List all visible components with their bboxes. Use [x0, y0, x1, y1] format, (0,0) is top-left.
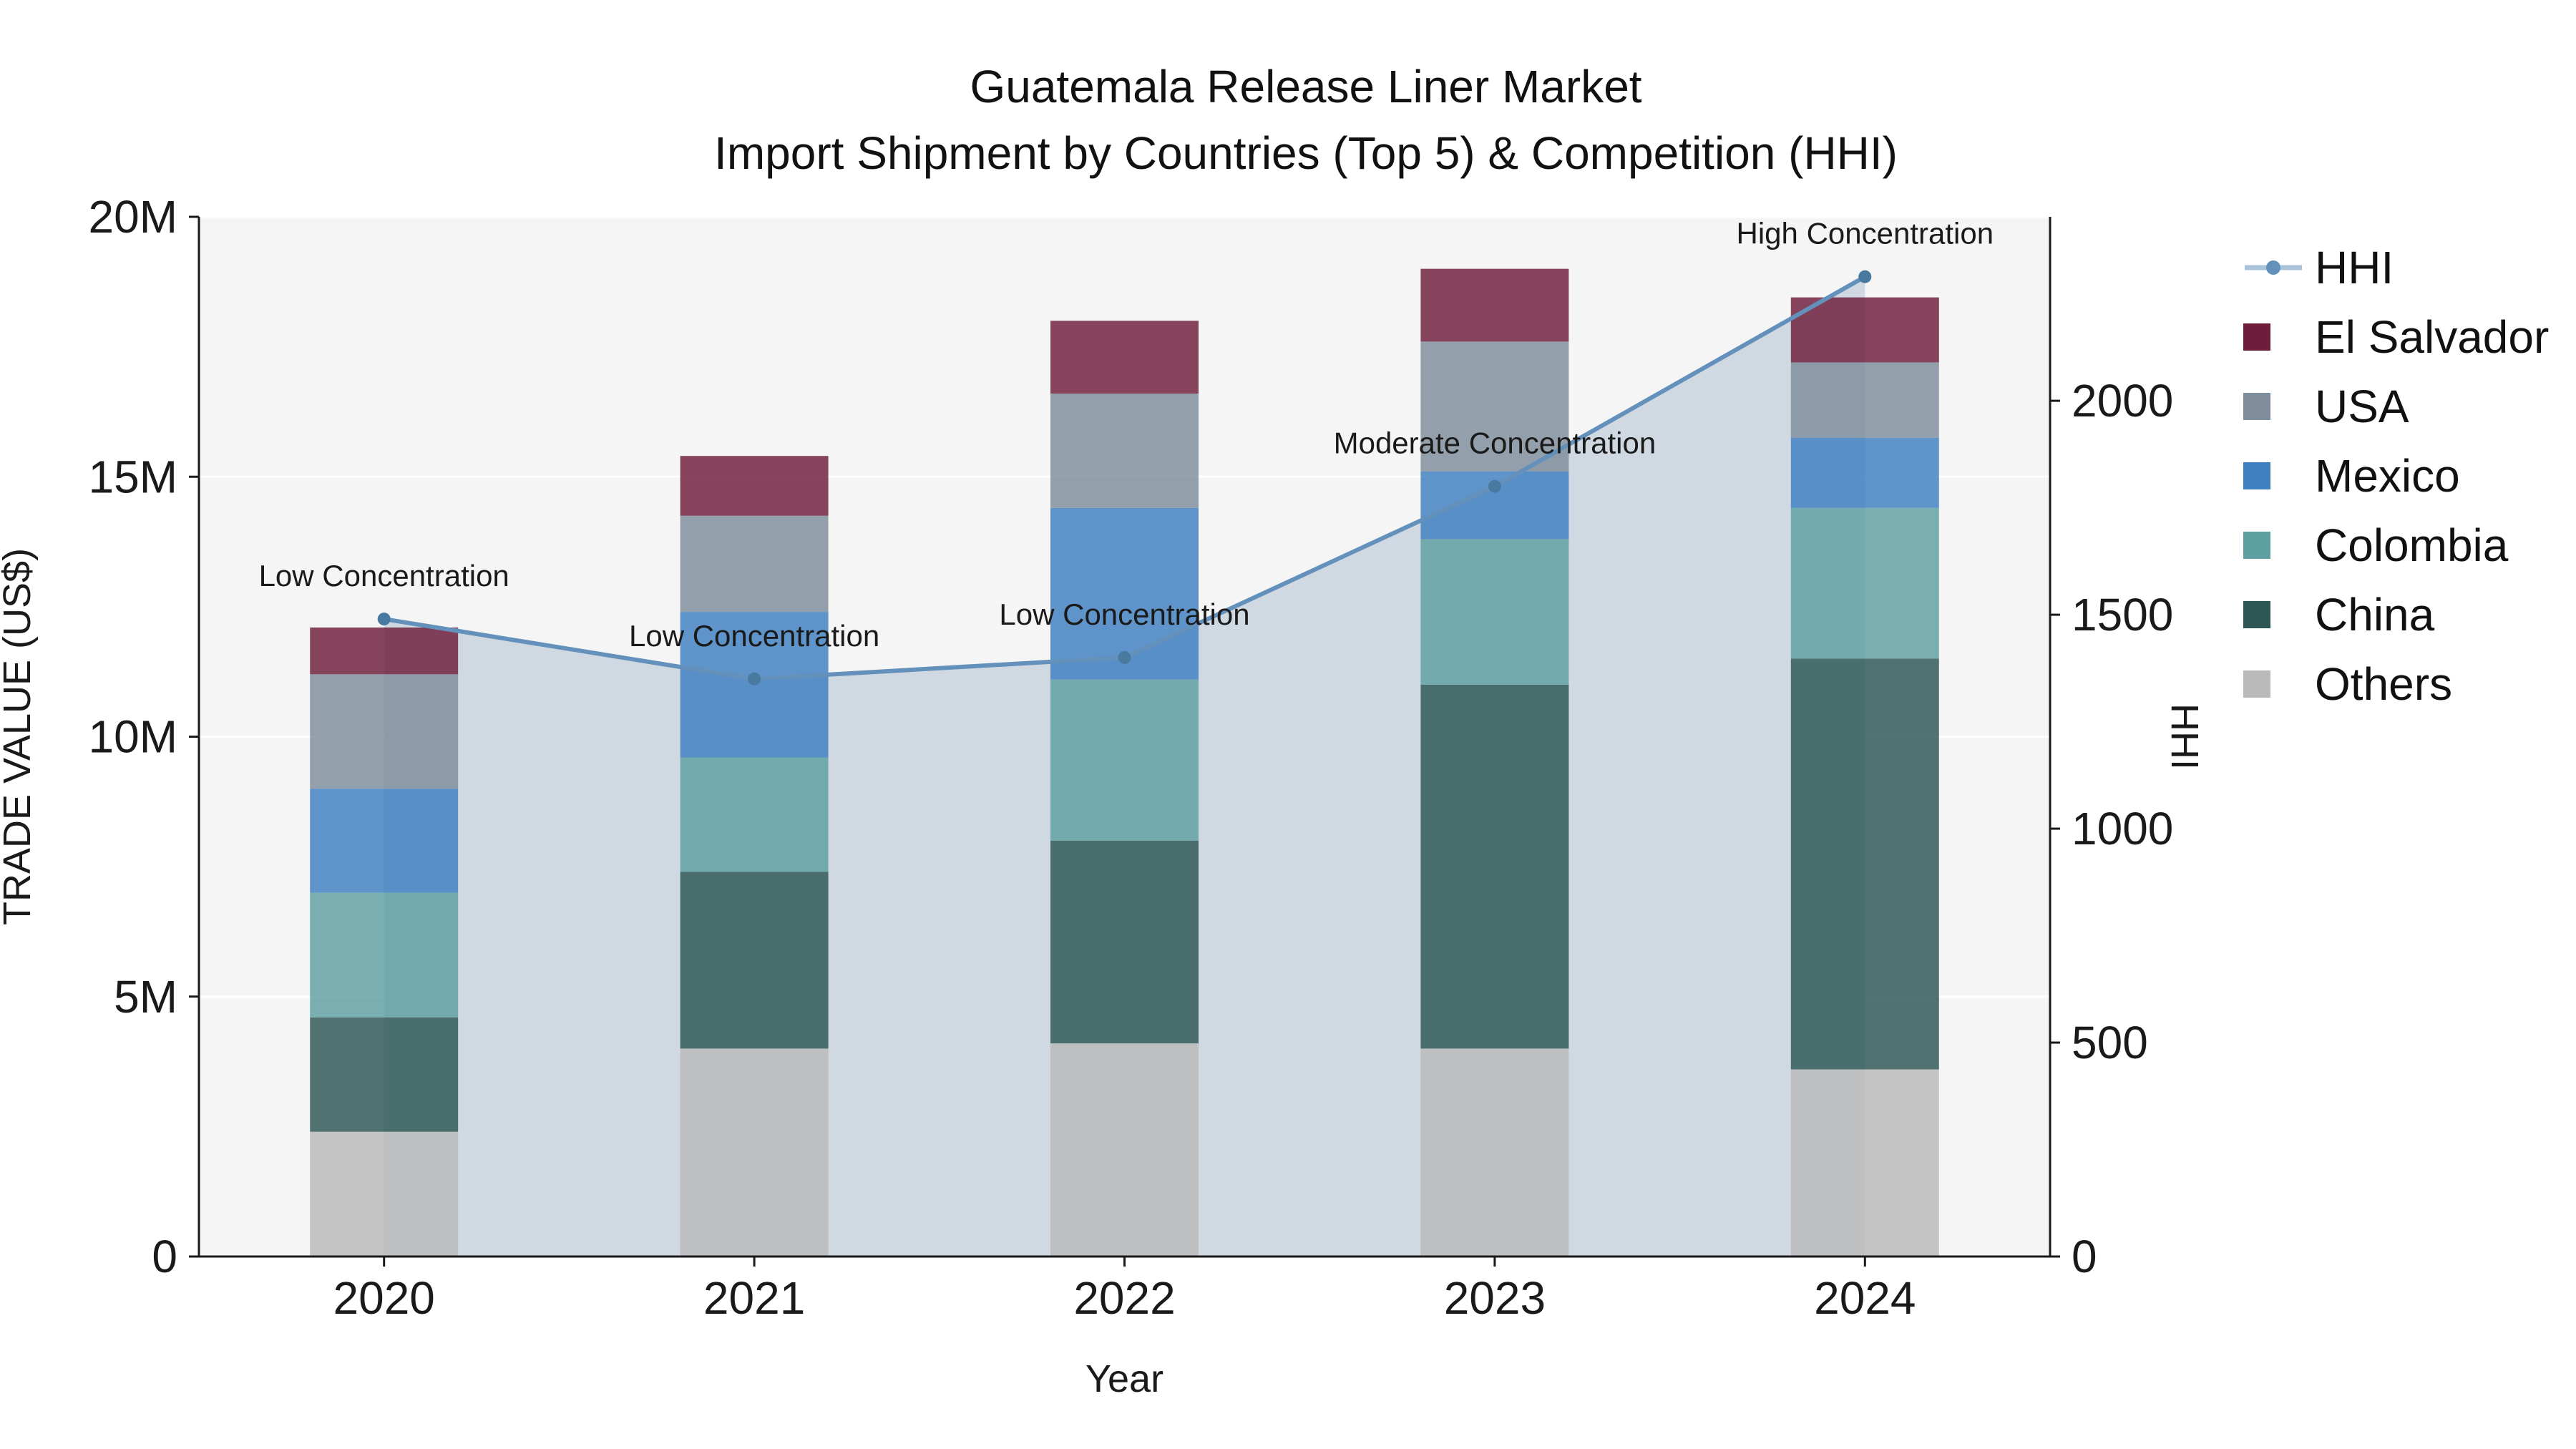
bar-segment-usa-2020 — [310, 674, 459, 789]
bar-segment-colombia-2021 — [680, 757, 829, 872]
bar-segment-colombia-2022 — [1050, 679, 1199, 841]
y-left-tick-label: 20M — [89, 191, 178, 243]
bar-segment-el-salvador-2023 — [1420, 268, 1569, 342]
y-axis-left-title: TRADE VALUE (US$) — [0, 548, 39, 925]
legend-label: Others — [2315, 658, 2453, 710]
legend-color-swatch — [2243, 392, 2270, 420]
legend-square-icon — [2243, 670, 2303, 698]
bar-segment-usa-2022 — [1050, 394, 1199, 508]
hhi-marker-2022 — [1118, 650, 1131, 664]
legend-square-icon — [2243, 392, 2303, 420]
bar-segment-el-salvador-2021 — [680, 456, 829, 516]
legend-label: El Salvador — [2315, 311, 2550, 363]
hhi-marker-2020 — [377, 613, 391, 626]
bar-segment-el-salvador-2024 — [1790, 297, 1939, 363]
legend-item-china[interactable]: China — [2243, 580, 2549, 649]
bar-segment-usa-2024 — [1790, 362, 1939, 438]
bar-segment-china-2023 — [1420, 684, 1569, 1049]
legend-item-colombia[interactable]: Colombia — [2243, 510, 2549, 580]
hhi-marker-2024 — [1858, 270, 1872, 283]
legend-color-swatch — [2243, 531, 2270, 559]
legend-label: Colombia — [2315, 519, 2509, 571]
bar-segment-china-2020 — [310, 1017, 459, 1132]
annotation-2021: Low Concentration — [629, 619, 879, 653]
bar-segment-china-2021 — [680, 872, 829, 1049]
legend-item-usa[interactable]: USA — [2243, 371, 2549, 441]
bar-segment-colombia-2020 — [310, 892, 459, 1018]
annotation-2023: Moderate Concentration — [1334, 426, 1657, 460]
bar-segment-el-salvador-2020 — [310, 627, 459, 675]
y-right-tick-label: 1000 — [2072, 803, 2173, 854]
x-tick-label: 2022 — [1073, 1272, 1175, 1324]
bar-segment-others-2020 — [310, 1131, 459, 1257]
x-axis-title: Year — [1085, 1357, 1163, 1400]
legend-item-mexico[interactable]: Mexico — [2243, 441, 2549, 510]
bar-segment-colombia-2024 — [1790, 507, 1939, 659]
hhi-marker-2023 — [1488, 479, 1501, 493]
bar-segment-china-2024 — [1790, 658, 1939, 1070]
legend-square-icon — [2243, 600, 2303, 628]
y-left-tick-label: 0 — [152, 1231, 177, 1282]
legend-square-icon — [2243, 323, 2303, 351]
x-tick-label: 2020 — [333, 1272, 435, 1324]
bar-segment-china-2022 — [1050, 840, 1199, 1044]
y-left-tick-label: 5M — [114, 971, 177, 1023]
x-tick-label: 2023 — [1444, 1272, 1546, 1324]
x-tick-label: 2024 — [1814, 1272, 1916, 1324]
y-right-tick-label: 1500 — [2072, 589, 2173, 640]
legend-label: Mexico — [2315, 449, 2460, 502]
legend-square-icon — [2243, 531, 2303, 559]
bar-segment-el-salvador-2022 — [1050, 321, 1199, 394]
legend-item-others[interactable]: Others — [2243, 649, 2549, 718]
annotation-2020: Low Concentration — [259, 559, 509, 592]
x-tick-label: 2021 — [703, 1272, 805, 1324]
bar-segment-colombia-2023 — [1420, 539, 1569, 685]
y-right-tick-label: 0 — [2072, 1231, 2097, 1282]
legend-item-el-salvador[interactable]: El Salvador — [2243, 302, 2549, 371]
bar-segment-others-2022 — [1050, 1043, 1199, 1257]
bar-segment-mexico-2022 — [1050, 507, 1199, 680]
chart-title: Guatemala Release Liner Market Import Sh… — [714, 54, 1898, 187]
chart-title-line2: Import Shipment by Countries (Top 5) & C… — [714, 127, 1898, 179]
legend-item-hhi[interactable]: HHI — [2243, 233, 2549, 302]
legend-color-swatch — [2243, 670, 2270, 698]
y-right-tick-label: 500 — [2072, 1017, 2148, 1068]
chart-title-line1: Guatemala Release Liner Market — [970, 61, 1642, 112]
legend-label: China — [2315, 588, 2435, 640]
bar-segment-mexico-2024 — [1790, 437, 1939, 508]
legend-color-swatch — [2243, 462, 2270, 489]
y-right-tick-label: 2000 — [2072, 375, 2173, 426]
bar-segment-mexico-2020 — [310, 789, 459, 893]
annotation-2022: Low Concentration — [999, 597, 1249, 631]
legend: HHI El Salvador USA Mexico Colombia China Othe… — [2243, 233, 2549, 718]
y-axis-right-title: HHI — [2163, 703, 2206, 770]
annotation-2024: High Concentration — [1737, 217, 1994, 250]
bar-segment-others-2024 — [1790, 1069, 1939, 1257]
bar-segment-others-2023 — [1420, 1048, 1569, 1257]
legend-color-swatch — [2243, 323, 2270, 351]
legend-color-swatch — [2243, 600, 2270, 628]
bar-segment-usa-2023 — [1420, 341, 1569, 472]
y-left-tick-label: 10M — [89, 711, 178, 763]
legend-square-icon — [2243, 462, 2303, 489]
hhi-marker-2021 — [748, 672, 761, 686]
bar-segment-usa-2021 — [680, 515, 829, 613]
legend-line-icon — [2243, 255, 2303, 280]
legend-label: HHI — [2315, 241, 2394, 293]
bar-segment-others-2021 — [680, 1048, 829, 1257]
y-left-tick-label: 15M — [89, 451, 178, 502]
legend-label: USA — [2315, 380, 2409, 432]
